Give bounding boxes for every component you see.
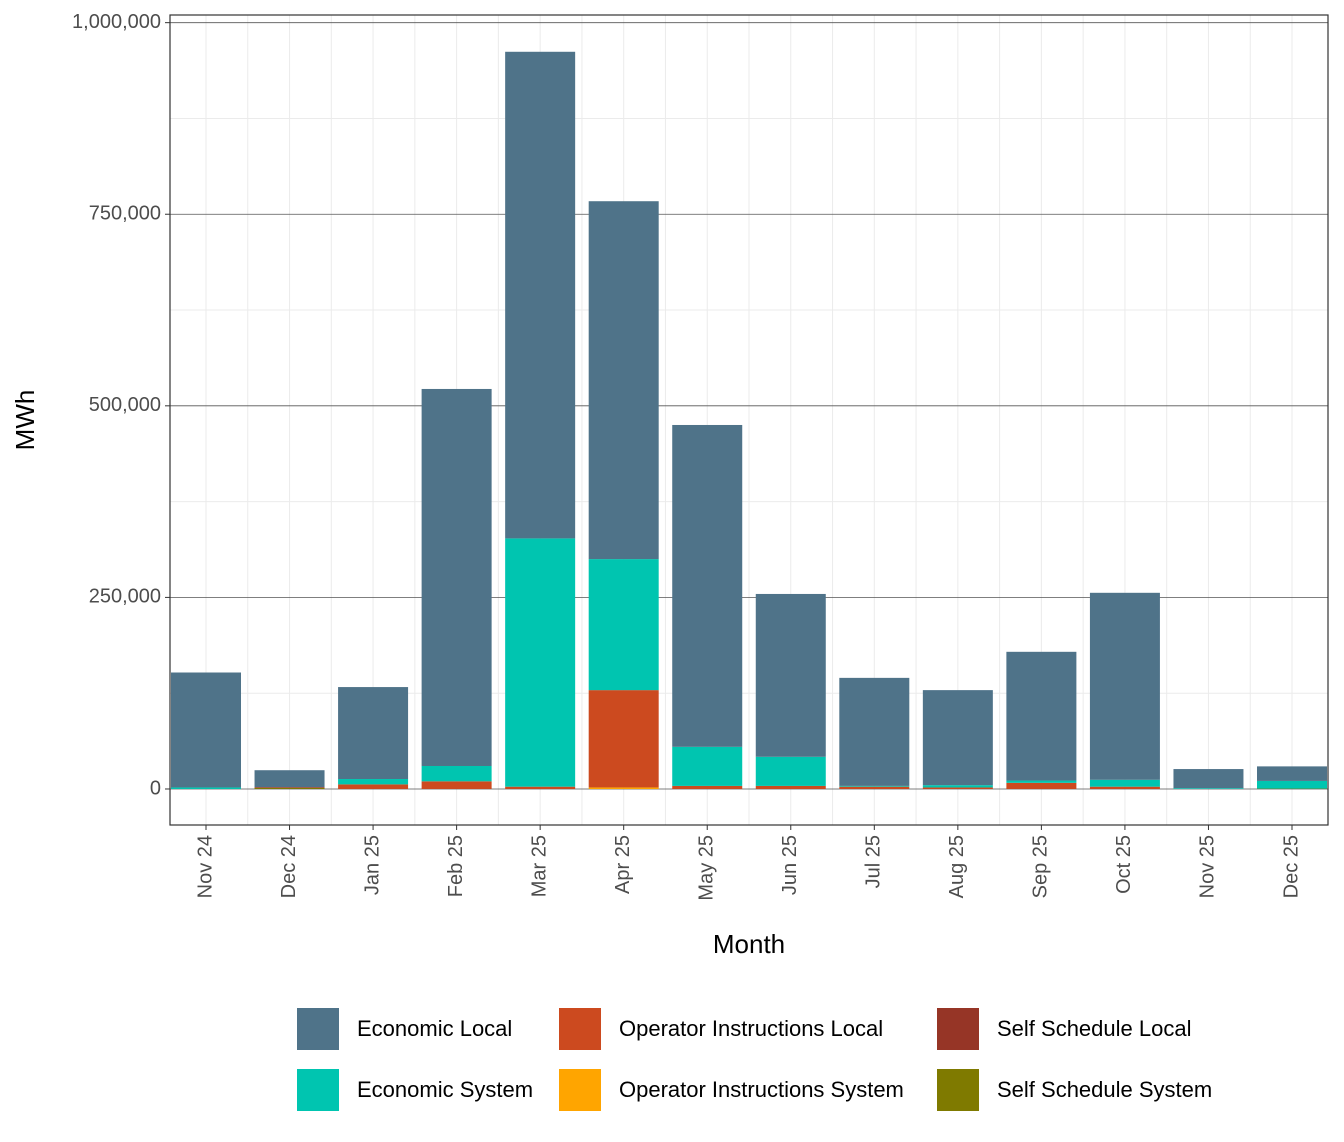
plot-border (169, 14, 1329, 826)
bar-segment (1173, 788, 1244, 789)
bar-segment (839, 677, 910, 786)
x-tick-label: Nov 24 (194, 835, 216, 898)
bar-segment (839, 786, 910, 789)
bar-segment (505, 538, 576, 787)
bar-segment (338, 779, 409, 785)
x-tick-label: Nov 25 (1197, 835, 1219, 898)
legend-label: Operator Instructions Local (619, 1016, 883, 1041)
x-tick-label: Mar 25 (528, 835, 550, 897)
legend-swatch (937, 1008, 979, 1050)
legend-label: Economic Local (357, 1016, 512, 1041)
bar-segment (588, 201, 659, 560)
bar-segment (755, 593, 826, 757)
legend-label: Operator Instructions System (619, 1077, 904, 1102)
x-tick-label: Jul 25 (863, 835, 885, 888)
bar-segment (1089, 592, 1160, 780)
bar-segment (171, 787, 241, 789)
bar-segment (338, 687, 409, 780)
x-tick-label: Dec 24 (278, 835, 300, 898)
bar-segment (588, 690, 659, 788)
x-tick-label: Feb 25 (445, 835, 467, 897)
bar-segment (338, 784, 409, 789)
y-tick-label: 1,000,000 (72, 11, 161, 33)
x-tick-label: Sep 25 (1030, 835, 1052, 898)
x-tick-label: Oct 25 (1113, 835, 1135, 894)
bar-segment (1089, 779, 1160, 787)
y-tick-label: 250,000 (89, 586, 161, 608)
legend-label: Economic System (357, 1077, 533, 1102)
x-tick-label: Apr 25 (612, 835, 634, 894)
bar-segment (839, 785, 910, 787)
x-axis-title: Month (713, 929, 785, 959)
bar-segment (254, 787, 325, 788)
bar-segment (922, 785, 993, 788)
x-tick-label: Jan 25 (361, 835, 383, 895)
bar-segment (1257, 766, 1327, 781)
bar-segment (588, 559, 659, 691)
bar-segment (421, 388, 492, 766)
x-tick-label: Dec 25 (1280, 835, 1302, 898)
legend-swatch (297, 1008, 339, 1050)
bar-segment (922, 690, 993, 786)
legend-label: Self Schedule System (997, 1077, 1212, 1102)
bar-segment (421, 781, 492, 789)
bar-segment (1089, 786, 1160, 789)
x-tick-label: Aug 25 (946, 835, 968, 898)
bar-segment (1257, 780, 1327, 789)
bar-segment (922, 787, 993, 789)
bar-segment (672, 746, 743, 786)
legend-swatch (559, 1069, 601, 1111)
legend-swatch (297, 1069, 339, 1111)
bar-segment (171, 672, 241, 788)
bar-segment (672, 785, 743, 789)
bar-segment (421, 765, 492, 782)
bar-segment (755, 785, 826, 789)
y-tick-label: 0 (150, 777, 161, 799)
y-axis-title: MWh (10, 390, 40, 451)
y-tick-label: 500,000 (89, 394, 161, 416)
x-tick-label: May 25 (696, 835, 718, 901)
bar-segment (672, 424, 743, 747)
bar-segment (1006, 782, 1077, 789)
bar-segment (505, 786, 576, 789)
bar-segment (755, 756, 826, 786)
x-tick-label: Jun 25 (779, 835, 801, 895)
bar-segment (505, 51, 576, 539)
y-tick-label: 750,000 (89, 203, 161, 225)
bar-segment (588, 787, 659, 789)
bar-segment (254, 787, 325, 789)
bar-segment (1006, 651, 1077, 781)
bar-segment (1006, 780, 1077, 783)
bar-segment (1173, 769, 1244, 789)
bar-segment (254, 770, 325, 788)
legend-label: Self Schedule Local (997, 1016, 1191, 1041)
legend-swatch (937, 1069, 979, 1111)
legend-swatch (559, 1008, 601, 1050)
